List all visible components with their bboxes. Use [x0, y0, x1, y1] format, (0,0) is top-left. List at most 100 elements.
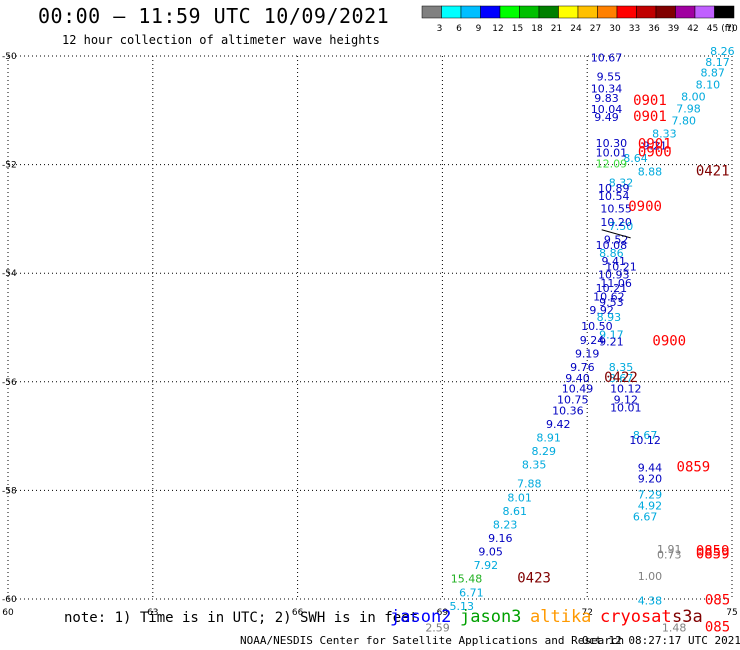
wave-height-label: 8.23: [493, 518, 518, 531]
colorbar-label: 36: [648, 24, 660, 34]
colorbar-swatch: [460, 5, 481, 19]
y-tick-label: -52: [2, 161, 17, 171]
wave-height-label: 8.91: [536, 432, 561, 445]
wave-height-label: 2.59: [425, 622, 450, 635]
wave-height-label: 10.62: [593, 290, 625, 303]
wave-height-label: 7.92: [474, 559, 499, 572]
pass-time-label: 085: [705, 592, 730, 608]
colorbar-label: 45: [707, 24, 718, 34]
pass-time-label: 0900: [652, 333, 686, 349]
wave-height-label: 8.17: [705, 56, 730, 69]
wave-height-label: 4.38: [638, 594, 663, 607]
wave-height-label: 10.21: [596, 282, 628, 295]
wave-height-label: 9.21: [599, 335, 624, 348]
colorbar-label: 70: [726, 24, 738, 34]
wave-height-label: 8.01: [507, 491, 532, 504]
page-title: 00:00 – 11:59 UTC 10/09/2021: [38, 4, 390, 28]
satellite-jason2: jason2: [390, 607, 452, 627]
satellite-s3a: s3a: [672, 607, 703, 627]
y-tick-label: -58: [2, 486, 17, 496]
map-grid: [7, 55, 733, 600]
wave-height-label: 8.67: [633, 429, 658, 442]
wave-height-label: 10.36: [552, 404, 584, 417]
wave-height-label: 10.50: [581, 320, 613, 333]
wave-height-label: 8.29: [532, 445, 557, 458]
wave-height-label: 10.93: [598, 269, 630, 282]
wave-height-label: 8.32: [609, 176, 634, 189]
colorbar-swatch: [694, 5, 715, 19]
wave-height-label: 10.67: [591, 51, 623, 64]
wave-height-label: 9.16: [488, 532, 513, 545]
wave-height-label: 8.00: [681, 91, 706, 104]
colorbar-swatch: [714, 5, 735, 19]
colorbar-swatch: [616, 5, 637, 19]
wave-height-label: 7.98: [676, 102, 701, 115]
colorbar-swatch: [558, 5, 579, 19]
pass-time-label: 0900: [628, 199, 662, 215]
wave-height-label: 1.91: [657, 543, 682, 556]
pass-time-label: 0421: [696, 163, 730, 179]
x-tick-label: 60: [2, 608, 14, 618]
colorbar-swatch: [441, 5, 462, 19]
axis-ticks: 60 63 66 69 72 75 -50 -52 -54 -56 -58 -60: [2, 52, 738, 618]
wave-height-label: 8.86: [599, 247, 624, 260]
x-tick-label: 66: [292, 608, 304, 618]
wave-height-label: 9.55: [597, 70, 622, 83]
x-tick-label: 63: [147, 608, 158, 618]
wave-height-label: 10.12: [629, 434, 661, 447]
wave-height-label: 12.09: [596, 157, 628, 170]
pass-time-label: 0859: [696, 544, 730, 560]
pass-time-label: 0901: [633, 109, 667, 125]
wave-height-label: 1.48: [662, 622, 687, 635]
wave-height-label: 7.88: [517, 478, 542, 491]
wave-height-label: 8.93: [597, 311, 622, 324]
pass-time-label: 0901: [633, 93, 667, 109]
x-tick-label: 75: [726, 608, 737, 618]
pass-time-label: 0423: [517, 571, 551, 587]
colorbar-label: 27: [590, 24, 601, 34]
colorbar-label: 9: [476, 24, 482, 34]
colorbar-swatch: [597, 5, 618, 19]
colorbar-swatch: [499, 5, 520, 19]
wave-height-label: 10.01: [610, 402, 642, 415]
wave-height-points: 10.678.268.178.878.108.007.987.808.339.2…: [425, 45, 734, 635]
wave-height-label: 9.40: [565, 372, 590, 385]
wave-height-label: 15.48: [451, 573, 483, 586]
wave-height-label: 9.52: [604, 233, 629, 246]
note-text: note: 1) Time is in UTC; 2) SWH is in fe…: [64, 610, 419, 626]
wave-height-label: 8.61: [503, 505, 528, 518]
wave-height-label: 9.24: [580, 334, 605, 347]
y-tick-label: -60: [2, 595, 17, 605]
colorbar-unit: (ft): [721, 24, 735, 34]
wave-height-label: 9.41: [601, 255, 626, 268]
x-tick-label: 69: [437, 608, 449, 618]
wave-height-label: 10.55: [600, 202, 632, 215]
wave-height-label: 10.49: [562, 383, 594, 396]
wave-height-label: 9.21: [643, 139, 668, 152]
track-marker: [601, 229, 631, 239]
wave-height-label: 1.00: [638, 570, 663, 583]
y-tick-label: -54: [2, 269, 17, 279]
colorbar-label: 3: [437, 24, 443, 34]
wave-height-label: 9.76: [570, 361, 595, 374]
wave-height-label: 8.35: [609, 361, 634, 374]
wave-height-label: 6.67: [633, 510, 658, 523]
colorbar-label: 33: [629, 24, 640, 34]
colorbar-label: 30: [609, 24, 621, 34]
page-subtitle: 12 hour collection of altimeter wave hei…: [62, 33, 380, 47]
y-tick-label: -50: [2, 52, 17, 62]
wave-height-label: 10.34: [591, 82, 623, 95]
colorbar-label: 15: [512, 24, 523, 34]
wave-height-label: 9.92: [589, 304, 614, 317]
wave-height-label: 9.49: [594, 111, 619, 124]
wave-height-label: 8.64: [623, 152, 648, 165]
satellite-altika: altika: [530, 607, 592, 627]
wave-height-label: 8.26: [710, 45, 735, 58]
wave-height-label: 0.73: [657, 548, 682, 561]
generated-date: Oct 12 08:27:17 UTC 2021: [582, 634, 740, 647]
wave-height-label: 11.06: [600, 277, 632, 290]
colorbar-swatch: [480, 5, 501, 19]
wave-height-label: 4.92: [638, 499, 663, 512]
colorbar-swatch: [636, 5, 657, 19]
wave-height-label: 10.20: [600, 216, 632, 229]
